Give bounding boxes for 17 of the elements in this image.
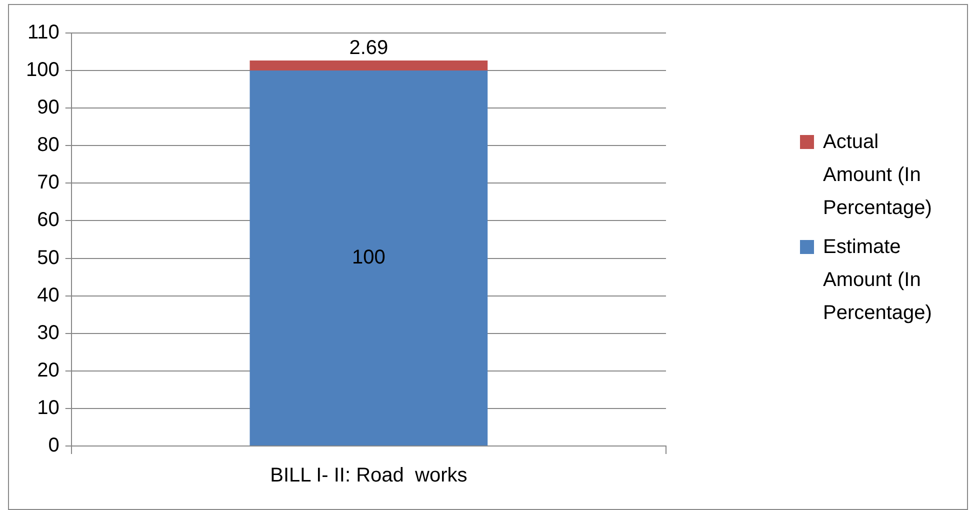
legend-label: Actual Amount (In Percentage) (823, 130, 933, 221)
y-tick-label: 90 (37, 96, 60, 119)
legend-label: Estimate Amount (In Percentage) (823, 235, 933, 326)
data-label: 2.69 (349, 36, 388, 59)
y-tick-label: 110 (27, 22, 60, 44)
x-tick-label: BILL I- II: Road works (270, 464, 468, 487)
y-tick-label: 0 (48, 434, 60, 457)
data-label: 100 (352, 246, 386, 269)
y-tick-label: 20 (37, 359, 60, 382)
y-tick-label: 80 (37, 134, 60, 156)
y-tick-label: 100 (26, 59, 60, 82)
y-tick-label: 10 (37, 396, 60, 419)
y-tick-label: 40 (37, 284, 60, 306)
y-tick-label: 30 (37, 322, 60, 344)
y-tick-label: 70 (37, 172, 60, 194)
y-tick-label: 60 (37, 209, 60, 232)
y-tick-label: 50 (37, 246, 60, 269)
